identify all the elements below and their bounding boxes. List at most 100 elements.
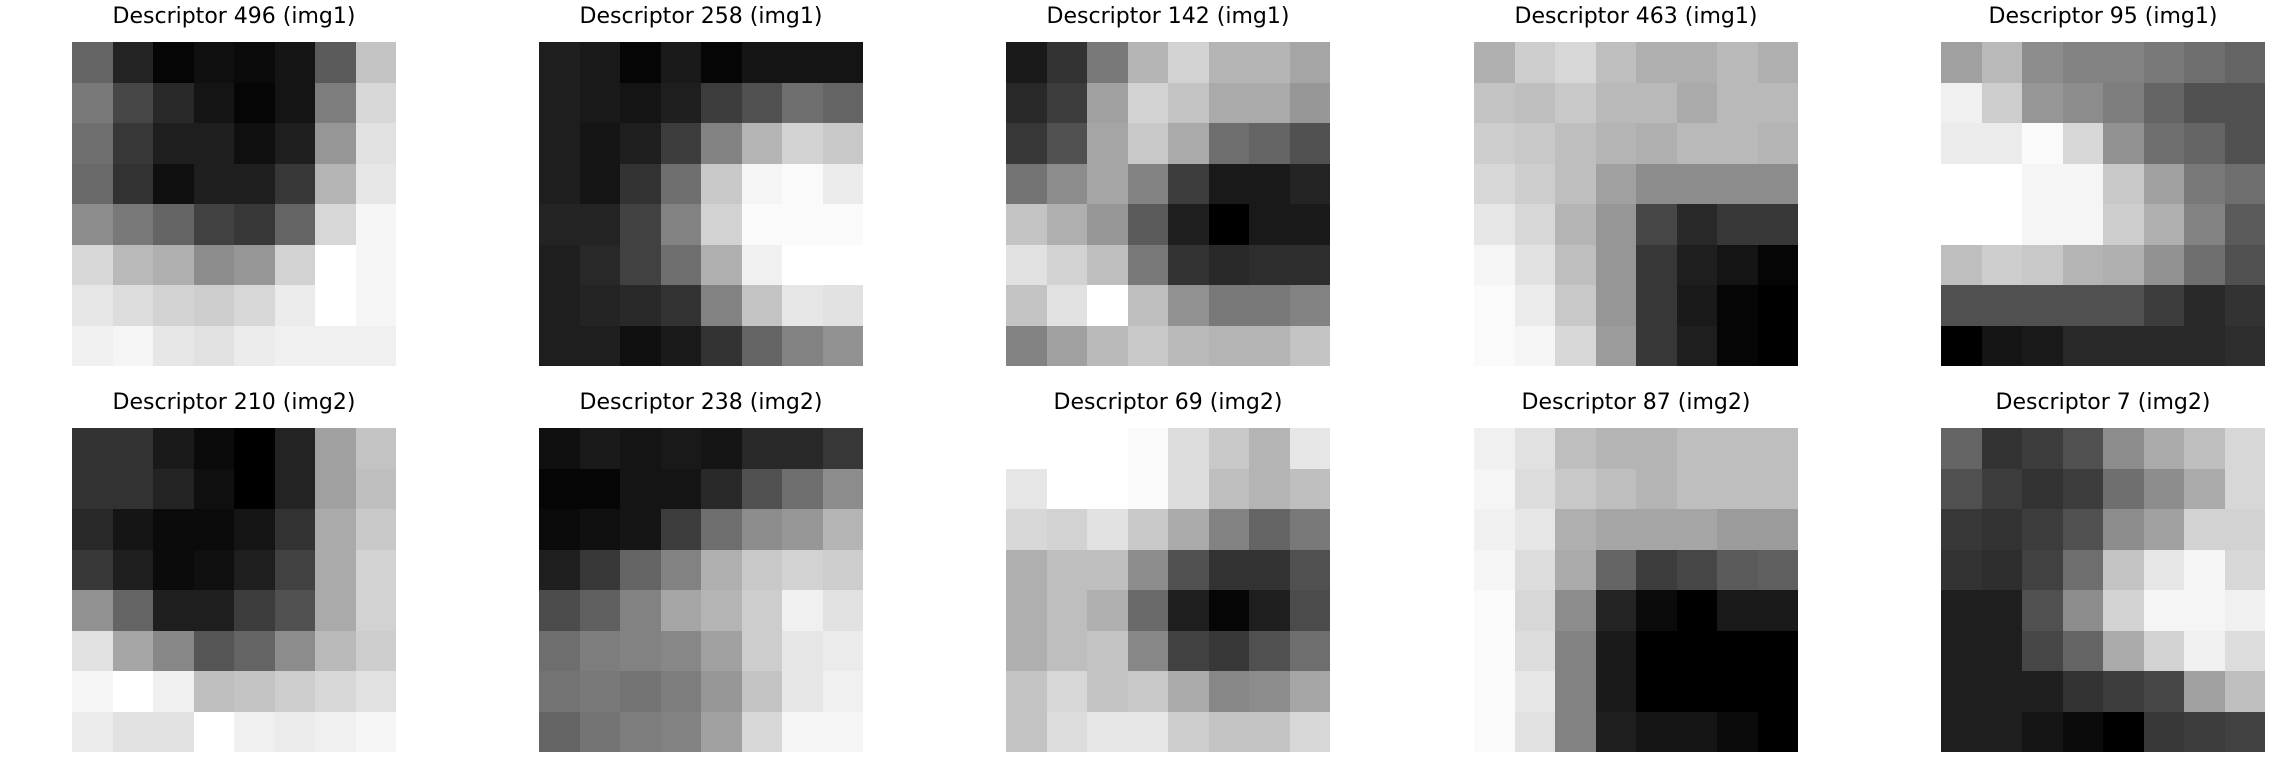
patch-cell — [193, 630, 234, 671]
patch-cell — [1208, 42, 1249, 83]
patch-cell — [1087, 590, 1128, 631]
patch-cell — [1127, 285, 1168, 326]
patch-cell — [1127, 671, 1168, 712]
patch-cell — [193, 671, 234, 712]
patch-cell — [72, 285, 113, 326]
patch-cell — [660, 630, 701, 671]
patch-cell — [1046, 711, 1087, 752]
patch-cell — [1249, 123, 1290, 164]
patch-cell — [1676, 468, 1717, 509]
patch-cell — [539, 204, 580, 245]
patch-cell — [1474, 671, 1515, 712]
patch-cell — [1636, 325, 1677, 366]
patch-cell — [234, 163, 275, 204]
patch-cell — [193, 549, 234, 590]
patch-cell — [1168, 590, 1209, 631]
patch-cell — [1127, 630, 1168, 671]
patch-cell — [741, 671, 782, 712]
patch-cell — [2062, 468, 2103, 509]
patch-cell — [153, 285, 194, 326]
patch-cell — [1595, 163, 1636, 204]
patch-cell — [539, 549, 580, 590]
patch-cell — [701, 711, 742, 752]
patch-cell — [355, 590, 396, 631]
patch-cell — [1289, 468, 1330, 509]
patch-cell — [1555, 325, 1596, 366]
patch-cell — [579, 163, 620, 204]
patch-cell — [579, 549, 620, 590]
patch-cell — [782, 123, 823, 164]
patch-cell — [72, 509, 113, 550]
patch-cell — [1289, 204, 1330, 245]
patch-cell — [1595, 711, 1636, 752]
patch-cell — [660, 163, 701, 204]
patch-cell — [193, 163, 234, 204]
patch-cell — [2184, 468, 2225, 509]
patch-cell — [112, 123, 153, 164]
patch-cell — [660, 82, 701, 123]
patch-cell — [1595, 509, 1636, 550]
patch-cell — [72, 428, 113, 469]
patch-cell — [2224, 42, 2265, 83]
patch-cell — [1127, 325, 1168, 366]
patch-cell — [1514, 590, 1555, 631]
patch-cell — [741, 549, 782, 590]
panel-title: Descriptor 210 (img2) — [112, 390, 356, 415]
patch-cell — [782, 630, 823, 671]
patch-cell — [153, 244, 194, 285]
patch-cell — [701, 244, 742, 285]
patch-cell — [315, 711, 356, 752]
patch-cell — [1289, 711, 1330, 752]
patch-cell — [2103, 590, 2144, 631]
patch-cell — [1249, 163, 1290, 204]
patch-cell — [2184, 590, 2225, 631]
patch-cell — [1514, 285, 1555, 326]
patch-cell — [2022, 549, 2063, 590]
patch-cell — [153, 468, 194, 509]
patch-cell — [1595, 244, 1636, 285]
patch-cell — [1168, 671, 1209, 712]
patch-cell — [1208, 204, 1249, 245]
patch-cell — [1006, 630, 1047, 671]
patch-cell — [1289, 671, 1330, 712]
patch-cell — [2143, 630, 2184, 671]
patch-cell — [1249, 325, 1290, 366]
patch-cell — [1087, 285, 1128, 326]
patch-cell — [1006, 671, 1047, 712]
panel-title: Descriptor 69 (img2) — [1053, 390, 1283, 415]
patch-cell — [822, 244, 863, 285]
patch-cell — [112, 163, 153, 204]
patch-cell — [72, 244, 113, 285]
patch-cell — [1595, 285, 1636, 326]
patch-cell — [274, 163, 315, 204]
patch-cell — [2022, 711, 2063, 752]
patch-cell — [1087, 163, 1128, 204]
patch-cell — [355, 82, 396, 123]
patch-cell — [193, 509, 234, 550]
patch-cell — [2062, 590, 2103, 631]
patch-cell — [539, 285, 580, 326]
patch-cell — [234, 671, 275, 712]
patch-cell — [274, 82, 315, 123]
patch-cell — [1757, 285, 1798, 326]
patch-cell — [1555, 82, 1596, 123]
patch-cell — [1168, 468, 1209, 509]
patch-cell — [539, 590, 580, 631]
patch-cell — [782, 509, 823, 550]
patch-cell — [2062, 325, 2103, 366]
patch-cell — [1676, 325, 1717, 366]
panel-title: Descriptor 7 (img2) — [1995, 390, 2211, 415]
patch-cell — [1941, 123, 1982, 164]
patch-cell — [539, 428, 580, 469]
descriptor-patch — [72, 42, 396, 366]
patch-cell — [1168, 509, 1209, 550]
patch-cell — [1474, 630, 1515, 671]
patch-cell — [153, 123, 194, 164]
patch-cell — [1717, 428, 1758, 469]
patch-cell — [579, 468, 620, 509]
patch-cell — [822, 42, 863, 83]
patch-cell — [355, 204, 396, 245]
patch-cell — [1208, 244, 1249, 285]
patch-cell — [701, 42, 742, 83]
patch-cell — [315, 549, 356, 590]
